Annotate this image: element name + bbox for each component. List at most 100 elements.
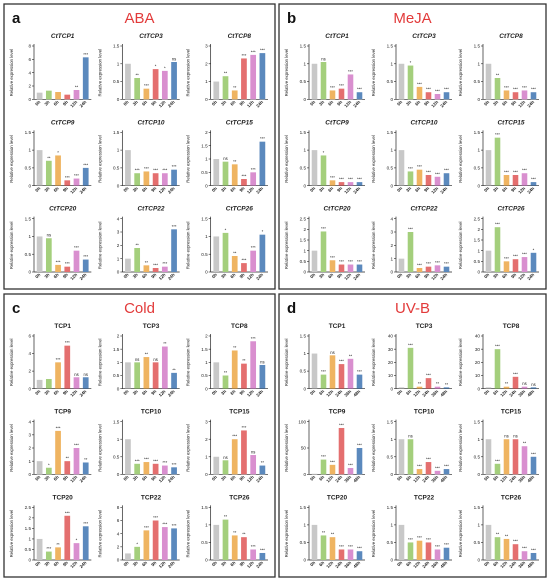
chart-a-cttcp9: CtTCP9 Relative expression level 0 0.5 1 1.5 0… xyxy=(9,119,92,195)
x-tick-label: 36h xyxy=(430,560,439,569)
y-tick-label: 2 xyxy=(117,544,120,549)
x-tick-label: 24h xyxy=(167,99,176,108)
x-tick-label: 48h xyxy=(439,474,448,483)
bar xyxy=(311,150,318,186)
y-tick-label: 0.5 xyxy=(201,373,208,378)
x-tick-label: 9h xyxy=(238,272,245,279)
x-tick-label: 9h xyxy=(336,186,343,193)
chart-a-cttcp1: CtTCP1 Relative expression level 0 2 4 6 8 0h 3h… xyxy=(9,33,92,108)
y-tick-label: 2 xyxy=(28,446,31,451)
chart-c-tcp22: TCP22 Relative expression level 0 2 4 6 8 0h * 3h… xyxy=(97,494,180,569)
x-tick-label: 3h xyxy=(405,186,412,193)
bar-significance-label: *** xyxy=(46,546,51,551)
x-tick-label: 36h xyxy=(430,474,439,483)
bar-significance-label: *** xyxy=(522,85,527,90)
y-axis-label: Relative expression level xyxy=(284,49,289,97)
bar xyxy=(250,54,257,100)
bar xyxy=(530,552,537,560)
bar-significance-label: ns xyxy=(330,350,334,355)
bar xyxy=(320,155,327,186)
y-tick-label: 0 xyxy=(477,472,480,477)
x-tick-label: 0h xyxy=(396,389,403,396)
x-tick-label: 6h xyxy=(53,186,60,193)
y-tick-label: 1.5 xyxy=(113,44,120,49)
y-tick-label: 3 xyxy=(28,432,31,437)
x-tick-label: 12h xyxy=(69,99,78,108)
chart-d-tcp1: TCP1 Relative expression level 0 0.5 1 1.5 0h *… xyxy=(284,323,365,398)
bar xyxy=(222,460,229,475)
chart-d-tcp10: TCP10 Relative expression level 0 0.5 1 1.5 0h… xyxy=(371,409,452,483)
x-tick-label: 12h xyxy=(517,99,526,108)
bar-significance-label: *** xyxy=(417,535,422,540)
bar-significance-label: *** xyxy=(251,544,256,549)
chart-title: CtTCP20 xyxy=(49,206,76,213)
y-tick-label: 0.5 xyxy=(474,259,481,264)
x-tick-label: 6h xyxy=(501,272,508,279)
chart-title: TCP26 xyxy=(501,494,522,501)
chart-title: CtTCP15 xyxy=(226,119,253,126)
y-tick-label: 1.5 xyxy=(201,505,208,510)
y-tick-label: 0 xyxy=(303,558,306,563)
bar xyxy=(407,171,414,186)
y-tick-label: 1 xyxy=(390,256,393,261)
y-axis-label: Relative expression level xyxy=(371,424,376,472)
panel-letter: d xyxy=(287,300,296,317)
chart-a-cttcp10: CtTCP10 Relative expression level 0 0.5 1 1.5… xyxy=(97,119,180,195)
y-axis-label: Relative expression level xyxy=(284,510,289,558)
bar-significance-label: *** xyxy=(435,260,440,265)
x-tick-label: 12h xyxy=(158,474,167,483)
y-axis-label: Relative expression level xyxy=(284,222,289,270)
bar xyxy=(512,544,519,560)
x-tick-label: 6h xyxy=(318,474,325,481)
bar-significance-label: *** xyxy=(444,542,449,547)
bar-significance-label: *** xyxy=(339,422,344,427)
bar-significance-label: ** xyxy=(75,85,79,90)
bar-significance-label: ** xyxy=(224,370,228,375)
y-tick-label: 4 xyxy=(28,419,31,424)
x-tick-label: 9h xyxy=(510,272,517,279)
bar-significance-label: *** xyxy=(241,53,246,58)
x-tick-label: 6h xyxy=(229,99,236,106)
y-tick-label: 0.5 xyxy=(300,540,307,545)
bar xyxy=(134,78,141,100)
chart-d-tcp15: TCP15 Relative expression level 0 0.5 1 1.5 0h… xyxy=(458,409,539,483)
chart-a-cttcp20: CtTCP20 Relative expression level 0 0.5 1 1.5… xyxy=(9,206,92,281)
y-axis-label: Relative expression level xyxy=(458,135,463,183)
x-tick-label: 9h xyxy=(238,186,245,193)
y-tick-label: 1 xyxy=(205,522,208,527)
chart-title: TCP1 xyxy=(54,323,71,330)
bar-significance-label: ns xyxy=(47,233,51,238)
bar-significance-label: *** xyxy=(56,259,61,264)
x-tick-label: 9h xyxy=(336,272,343,279)
y-axis-label: Relative expression level xyxy=(284,424,289,472)
x-tick-label: 48h xyxy=(439,389,448,398)
bar xyxy=(64,515,71,560)
bar xyxy=(134,362,141,389)
x-tick-label: 0h xyxy=(309,272,316,279)
bar-significance-label: *** xyxy=(408,227,413,232)
x-tick-label: 6h xyxy=(141,474,148,481)
x-tick-label: 12h xyxy=(325,389,334,398)
bar xyxy=(530,387,537,389)
y-tick-label: 0 xyxy=(205,386,208,391)
bar xyxy=(134,463,141,475)
y-axis-label: Relative expression level xyxy=(97,222,102,270)
x-tick-label: 24h xyxy=(439,272,448,281)
x-tick-label: 6h xyxy=(327,99,334,106)
bar-significance-label: *** xyxy=(513,254,518,259)
bar-significance-label: * xyxy=(262,229,264,234)
x-tick-label: 12h xyxy=(343,186,352,195)
bar-significance-label: *** xyxy=(339,83,344,88)
y-tick-label: 0.5 xyxy=(300,259,307,264)
bar xyxy=(161,527,168,560)
x-tick-label: 0h xyxy=(122,99,129,106)
y-tick-label: 0 xyxy=(28,386,31,391)
y-tick-label: 2 xyxy=(117,243,120,248)
x-tick-label: 48h xyxy=(526,389,535,398)
chart-title: TCP3 xyxy=(143,323,160,330)
x-tick-label: 12h xyxy=(430,186,439,195)
bar xyxy=(494,349,501,389)
y-axis-label: Relative expression level xyxy=(371,222,376,270)
y-tick-label: 0 xyxy=(390,472,393,477)
bar-significance-label: ** xyxy=(261,460,265,465)
